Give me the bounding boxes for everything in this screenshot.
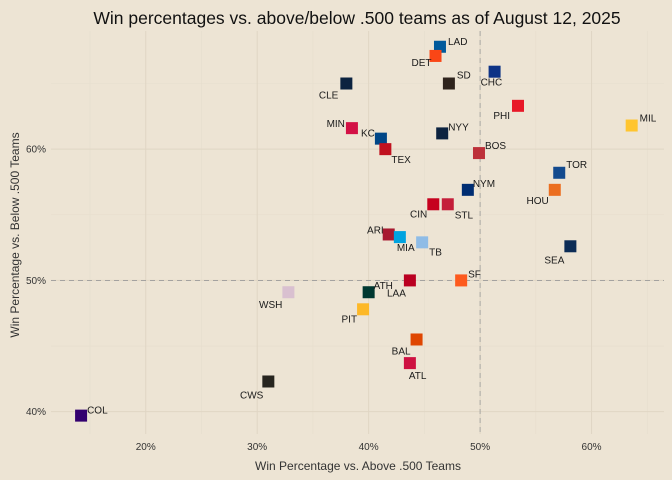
team-label-ath: ATH (374, 281, 393, 292)
data-points (75, 40, 638, 422)
team-label-sea: SEA (544, 255, 564, 266)
team-marker-hou (548, 183, 561, 196)
team-label-lad: LAD (448, 37, 467, 48)
team-marker-det (429, 49, 442, 62)
team-marker-laa (403, 274, 416, 287)
team-label-ari: ARI (367, 225, 384, 236)
team-marker-mia (393, 231, 406, 244)
x-tick-label: 50% (470, 442, 490, 453)
team-marker-atl (403, 357, 416, 370)
x-tick-label: 20% (136, 442, 156, 453)
team-marker-kc (374, 132, 387, 145)
team-marker-min (345, 122, 358, 135)
team-marker-ath (362, 286, 375, 299)
team-label-wsh: WSH (259, 300, 282, 311)
team-label-mia: MIA (397, 243, 415, 254)
team-marker-sf (455, 274, 468, 287)
team-label-tex: TEX (391, 155, 411, 166)
team-label-sf: SF (468, 269, 481, 280)
team-label-laa: LAA (387, 288, 406, 299)
team-marker-stl (441, 198, 454, 211)
x-axis-title: Win Percentage vs. Above .500 Teams (255, 459, 461, 473)
team-marker-nyy (436, 127, 449, 140)
team-label-min: MIN (327, 119, 345, 130)
team-label-nyy: NYY (448, 122, 469, 133)
team-marker-pit (357, 303, 370, 316)
team-label-cle: CLE (319, 91, 339, 102)
team-label-cws: CWS (240, 390, 264, 401)
team-label-det: DET (412, 58, 432, 69)
team-label-col: COL (87, 406, 108, 417)
y-tick-label: 50% (26, 276, 46, 287)
team-marker-wsh (282, 286, 295, 299)
team-label-bal: BAL (392, 346, 411, 357)
team-marker-sd (442, 77, 455, 90)
team-marker-col (75, 409, 88, 422)
team-label-tor: TOR (566, 160, 587, 171)
team-label-hou: HOU (527, 196, 549, 207)
team-marker-mil (625, 119, 638, 132)
team-label-cin: CIN (410, 209, 427, 220)
team-label-kc: KC (361, 129, 375, 140)
team-marker-lad (433, 40, 446, 53)
x-tick-label: 60% (582, 442, 602, 453)
team-labels: LAD DET SD CHC CLE PHI MIL MIN KC NYY TEX BOS TOR HOU… (87, 37, 657, 417)
x-tick-label: 40% (359, 442, 379, 453)
team-marker-ari (382, 228, 395, 241)
team-label-mil: MIL (640, 114, 657, 125)
team-label-pit: PIT (342, 314, 358, 325)
team-marker-sea (564, 240, 577, 253)
team-label-phi: PHI (493, 111, 510, 122)
tick-labels: 20% 30% 40% 50% 60% 40% 50% 60% (26, 145, 602, 453)
team-label-tb: TB (429, 247, 442, 258)
team-marker-tor (553, 166, 566, 179)
team-marker-cws (262, 375, 275, 388)
chart-title: Win percentages vs. above/below .500 tea… (93, 8, 620, 28)
team-marker-cle (340, 77, 353, 90)
team-marker-tb (416, 236, 429, 249)
team-label-sd: SD (457, 71, 471, 82)
team-marker-bal (410, 333, 423, 346)
team-marker-cin (427, 198, 440, 211)
y-axis-title: Win Percentage vs. Below .500 Teams (8, 132, 22, 337)
team-label-nym: NYM (473, 179, 495, 190)
team-marker-phi (511, 99, 524, 112)
team-marker-bos (472, 147, 485, 160)
y-tick-label: 60% (26, 145, 46, 156)
x-tick-label: 30% (247, 442, 267, 453)
y-tick-label: 40% (26, 407, 46, 418)
team-label-stl: STL (455, 210, 474, 221)
team-marker-chc (488, 65, 501, 78)
reference-lines (51, 31, 664, 434)
team-label-chc: CHC (481, 78, 503, 89)
team-marker-tex (379, 143, 392, 156)
team-marker-nym (461, 183, 474, 196)
team-label-bos: BOS (485, 141, 506, 152)
team-label-atl: ATL (409, 371, 427, 382)
